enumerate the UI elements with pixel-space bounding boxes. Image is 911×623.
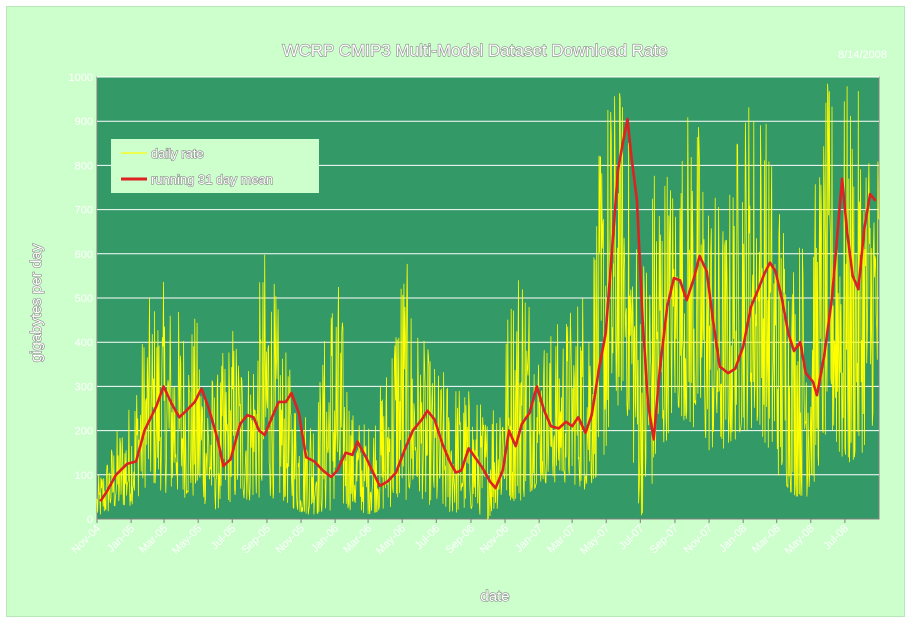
y-tick-labels: 0 100 200 300 400 500 600 700 800 900 1000 xyxy=(69,72,93,526)
x-tick-label: Mar-08 xyxy=(750,523,783,556)
chart-frame: 0 100 200 300 400 500 600 700 800 900 1000 Nov-04 J… xyxy=(6,6,905,617)
x-tick-label: Jan-06 xyxy=(309,523,341,555)
x-tick-label: Sep-06 xyxy=(443,523,477,557)
x-tick-label: Sep-07 xyxy=(648,523,682,557)
daily-rate-series xyxy=(96,83,880,520)
legend-box xyxy=(111,139,319,193)
x-tick-labels: Nov-04 Jan-05 Mar-05 May-05 Jul-05 Sep-05 Nov-… xyxy=(70,519,851,557)
y-tick-label: 0 xyxy=(87,514,93,526)
x-tick-label: Mar-07 xyxy=(545,523,578,556)
x-axis-label: date xyxy=(480,588,509,605)
y-tick-label: 700 xyxy=(75,205,93,217)
y-tick-label: 100 xyxy=(75,470,93,482)
legend-daily-label: daily rate xyxy=(151,146,204,161)
running-mean-line xyxy=(99,117,877,503)
chart-title: WCRP CMIP3 Multi-Model Dataset Download … xyxy=(282,41,667,60)
y-tick-label: 200 xyxy=(75,426,93,438)
date-stamp: 8/14/2008 xyxy=(838,49,887,61)
legend: daily rate running 31 day mean xyxy=(111,139,319,193)
x-tick-label: Jan-07 xyxy=(513,523,545,555)
x-tick-label: May-05 xyxy=(170,523,204,557)
y-axis-label: gigabytes per day xyxy=(28,243,45,362)
mean-series xyxy=(99,117,877,503)
x-tick-label: May-06 xyxy=(374,523,408,557)
x-tick-label: Sep-05 xyxy=(239,523,273,557)
legend-mean-label: running 31 day mean xyxy=(151,172,273,187)
x-tick-label: May-08 xyxy=(782,523,816,557)
x-tick-label: Jan-05 xyxy=(105,523,137,555)
x-tick-label: Jul-08 xyxy=(821,523,851,553)
y-tick-label: 900 xyxy=(75,116,93,128)
y-tick-label: 300 xyxy=(75,381,93,393)
x-tick-label: Mar-05 xyxy=(137,523,170,556)
x-tick-label: Nov-05 xyxy=(274,523,308,557)
daily-rate-line xyxy=(96,83,880,520)
y-tick-label: 600 xyxy=(75,249,93,261)
y-tick-label: 800 xyxy=(75,160,93,172)
y-tick-label: 1000 xyxy=(69,72,93,84)
x-tick-label: Nov-07 xyxy=(682,523,716,557)
x-tick-label: Jul-06 xyxy=(413,523,443,553)
x-tick-label: Nov-06 xyxy=(478,523,512,557)
x-tick-label: Mar-06 xyxy=(341,523,374,556)
x-tick-label: May-07 xyxy=(578,523,612,557)
x-tick-label: Jul-05 xyxy=(209,523,239,553)
y-tick-label: 500 xyxy=(75,293,93,305)
y-tick-label: 400 xyxy=(75,337,93,349)
x-tick-label: Nov-04 xyxy=(70,523,104,557)
x-tick-label: Jul-07 xyxy=(617,523,647,553)
x-tick-label: Jan-08 xyxy=(717,523,749,555)
